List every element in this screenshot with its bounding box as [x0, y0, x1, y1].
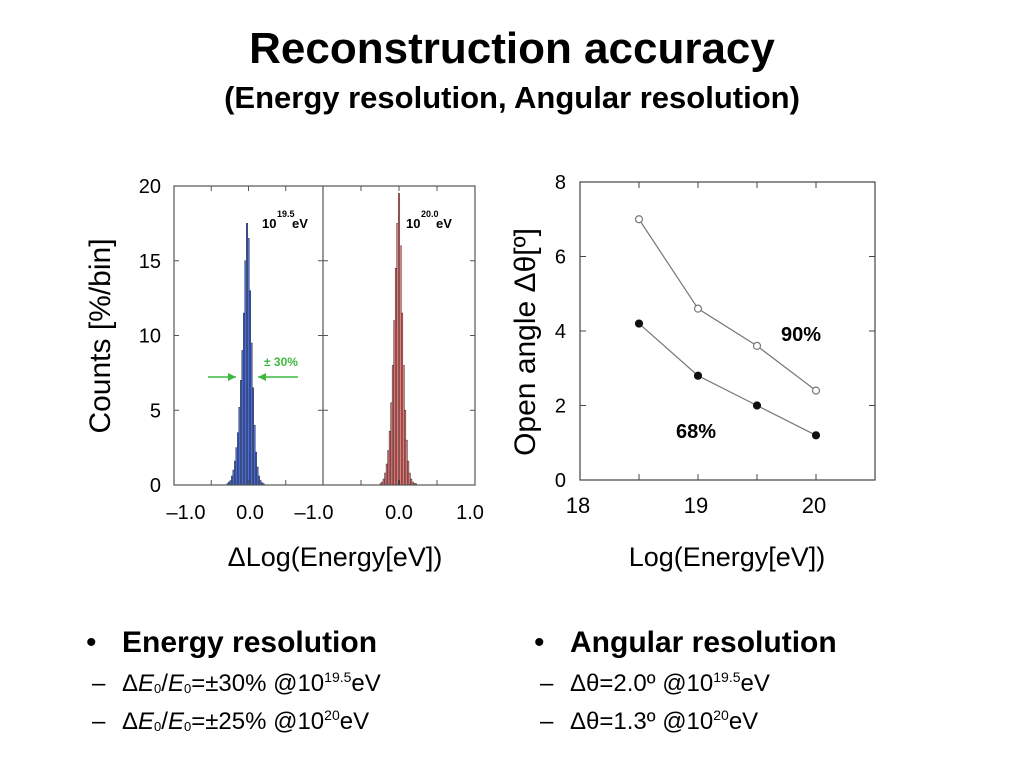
- data-point: [693, 371, 703, 380]
- x-tick-label: 20: [802, 493, 826, 518]
- x-axis-label: Log(Energy[eV]): [629, 542, 826, 572]
- energy-resolution-heading: Energy resolution: [122, 626, 378, 659]
- resolution-value: Δθ=2.0º @10: [570, 670, 714, 697]
- y-tick-label: 10: [139, 326, 161, 348]
- y-tick-label: 6: [555, 247, 566, 269]
- energy-symbol: E: [167, 708, 184, 735]
- bullet-dot: •: [534, 626, 545, 659]
- unit: eV: [740, 670, 770, 697]
- dash-marker: –: [92, 708, 106, 735]
- y-tick-label: 4: [555, 321, 566, 343]
- dash-marker: –: [540, 708, 554, 735]
- data-point: [811, 386, 821, 395]
- data-point: [811, 431, 821, 440]
- series-label-90: 90%: [781, 324, 821, 346]
- y-tick-label: 5: [150, 400, 161, 422]
- unit: eV: [728, 708, 759, 735]
- y-tick-label: 0: [555, 470, 566, 492]
- y-tick-label: 15: [139, 251, 161, 273]
- x-tick-label: –1.0: [167, 502, 206, 524]
- series-label-68: 68%: [676, 421, 716, 443]
- exponent: 19.5: [713, 669, 741, 685]
- series-line: [638, 323, 817, 436]
- data-point: [634, 319, 644, 328]
- subscript: 0: [154, 719, 162, 734]
- dash-marker: –: [540, 670, 554, 697]
- annotation-label: ± 30%: [264, 355, 298, 369]
- subscript: 0: [154, 681, 162, 696]
- dash-marker: –: [92, 670, 106, 697]
- delta-symbol: Δ: [122, 670, 139, 697]
- energy-symbol: E: [138, 708, 155, 735]
- panel-energy-exponent: 19.5: [277, 209, 295, 219]
- angular-resolution-item: – Δθ=1.3º @1020eV: [540, 707, 837, 736]
- y-tick-label: 20: [139, 176, 161, 198]
- subscript: 0: [183, 719, 192, 734]
- energy-symbol: E: [167, 670, 184, 697]
- slash: /: [161, 670, 168, 697]
- x-axis-label: ΔLog(Energy[eV]): [228, 542, 443, 572]
- angular-resolution-item: – Δθ=2.0º @1019.5eV: [540, 669, 837, 698]
- panel-energy-base: 10: [406, 216, 420, 231]
- line-chart-frame: [579, 181, 876, 481]
- series-line: [638, 218, 817, 392]
- x-tick-label: 18: [566, 493, 590, 518]
- angular-resolution-bullet: • Angular resolution – Δθ=2.0º @1019.5eV…: [534, 626, 837, 736]
- slide-subtitle: (Energy resolution, Angular resolution): [224, 80, 800, 115]
- exponent: 20: [324, 707, 340, 723]
- panel-energy-unit: eV: [292, 216, 308, 231]
- data-point: [752, 341, 762, 350]
- panel-energy-exponent: 20.0: [421, 209, 439, 219]
- subscript: 0: [183, 681, 192, 696]
- x-tick-label: 0.0: [385, 502, 413, 524]
- angular-resolution-heading: Angular resolution: [570, 626, 837, 659]
- y-axis-label: Counts [%/bin]: [84, 238, 117, 433]
- delta-symbol: Δ: [122, 708, 139, 735]
- data-point: [634, 215, 644, 224]
- arrow-head: [228, 373, 236, 381]
- panel-energy-base: 10: [262, 216, 276, 231]
- data-point: [693, 304, 703, 313]
- x-tick-label: 0.0: [236, 502, 264, 524]
- data-point: [752, 401, 762, 410]
- y-tick-label: 2: [555, 396, 566, 418]
- exponent: 20: [713, 707, 729, 723]
- energy-resolution-bullet: • Energy resolution – ΔE0/E0=±30% @1019.…: [86, 626, 381, 736]
- unit: eV: [339, 708, 370, 735]
- y-axis-label: Open angle Δθ[º]: [509, 228, 542, 456]
- x-tick-label: 1.0: [456, 502, 484, 524]
- slash: /: [161, 708, 168, 735]
- x-tick-label: 19: [684, 493, 708, 518]
- exponent: 19.5: [324, 669, 352, 685]
- resolution-value: =±30% @10: [191, 670, 325, 697]
- panel-energy-unit: eV: [436, 216, 452, 231]
- energy-resolution-item: – ΔE0/E0=±30% @1019.5eV: [92, 669, 381, 698]
- slide-title: Reconstruction accuracy: [249, 24, 775, 73]
- resolution-value: Δθ=1.3º @10: [570, 708, 714, 735]
- energy-symbol: E: [138, 670, 155, 697]
- arrow-head: [258, 373, 266, 381]
- unit: eV: [351, 670, 381, 697]
- energy-resolution-item: – ΔE0/E0=±25% @1020eV: [92, 707, 381, 736]
- bullet-dot: •: [86, 626, 97, 659]
- x-tick-label: –1.0: [295, 502, 334, 524]
- histogram-frame: [173, 185, 476, 486]
- y-tick-label: 8: [555, 172, 566, 194]
- resolution-value: =±25% @10: [191, 708, 325, 735]
- y-tick-label: 0: [150, 475, 161, 497]
